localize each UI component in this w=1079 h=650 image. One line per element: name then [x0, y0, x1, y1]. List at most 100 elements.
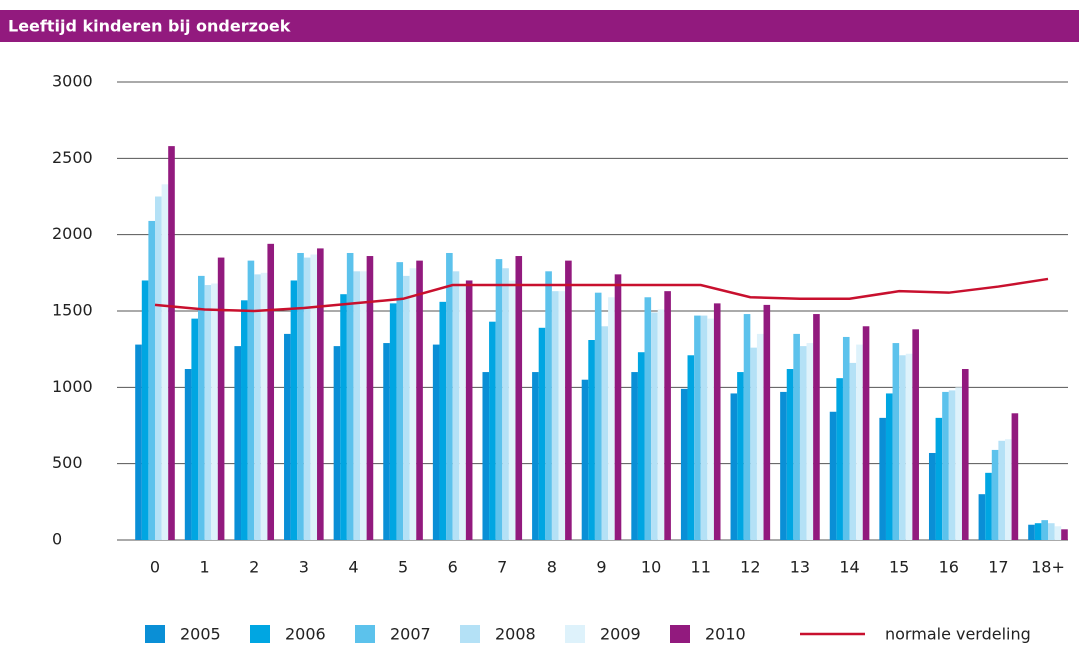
bar — [155, 196, 162, 540]
bar — [161, 184, 169, 540]
title-bar — [0, 10, 1079, 42]
y-tick-label: 3000 — [52, 72, 93, 91]
x-tick-label: 11 — [691, 558, 711, 577]
bar — [899, 355, 906, 540]
bar — [396, 262, 404, 540]
bar — [204, 285, 212, 540]
x-tick-label: 4 — [348, 558, 358, 577]
bar — [998, 440, 1005, 540]
x-tick-label: 9 — [596, 558, 606, 577]
bar — [836, 378, 843, 540]
bar — [353, 271, 361, 540]
bar — [631, 372, 638, 540]
bar — [168, 146, 175, 540]
bar — [849, 362, 857, 540]
bar — [409, 268, 417, 540]
bar — [614, 274, 622, 540]
y-tick-label: 1000 — [52, 377, 93, 396]
bar — [389, 303, 397, 540]
bar — [793, 333, 800, 540]
legend-label: 2008 — [495, 625, 536, 644]
bar — [1054, 526, 1062, 540]
bar — [317, 248, 324, 540]
x-tick-label: 14 — [839, 558, 859, 577]
y-tick-label: 2000 — [52, 224, 93, 243]
bar — [1048, 523, 1055, 540]
legend-label: 2005 — [180, 625, 221, 644]
bar — [1061, 529, 1068, 540]
bar — [452, 271, 460, 540]
bar — [191, 318, 199, 540]
bar — [707, 318, 714, 540]
bar — [558, 291, 566, 540]
bar — [955, 387, 962, 540]
bar — [829, 411, 837, 540]
y-tick-label: 0 — [52, 530, 62, 549]
bar — [260, 272, 268, 540]
bar — [565, 260, 572, 540]
bar — [813, 314, 820, 540]
legend-label: 2007 — [390, 625, 431, 644]
bar — [1034, 523, 1042, 540]
bar — [601, 326, 609, 540]
bar — [148, 220, 155, 540]
bar — [912, 329, 919, 540]
bar — [254, 274, 261, 540]
bar — [743, 314, 751, 540]
x-tick-label: 8 — [547, 558, 557, 577]
bar — [333, 346, 341, 540]
bar — [935, 417, 943, 540]
bar — [842, 336, 850, 540]
legend-swatch — [460, 625, 480, 643]
bar — [608, 297, 615, 540]
bar — [961, 369, 969, 540]
bar — [1004, 439, 1012, 540]
bar — [730, 393, 738, 540]
bar — [135, 344, 142, 540]
bar — [985, 472, 992, 540]
bar — [234, 346, 242, 540]
legend-swatch — [145, 625, 165, 643]
bar — [482, 372, 490, 540]
bar — [211, 283, 218, 540]
bar — [694, 315, 701, 540]
legend-label: 2006 — [285, 625, 326, 644]
legend-swatch — [250, 625, 270, 643]
y-tick-label: 1500 — [52, 301, 93, 320]
bar — [588, 340, 595, 540]
chart-title: Leeftijd kinderen bij onderzoek — [8, 17, 291, 36]
bar — [806, 343, 814, 540]
bar — [489, 321, 496, 540]
bar — [403, 275, 410, 540]
bar — [905, 353, 913, 540]
bar — [346, 252, 354, 540]
y-tick-label: 500 — [52, 453, 83, 472]
bar — [978, 494, 986, 540]
bar — [515, 256, 523, 540]
x-tick-label: 3 — [299, 558, 309, 577]
bar — [651, 312, 658, 540]
bar — [862, 326, 870, 540]
bar — [247, 260, 255, 540]
bar — [680, 388, 688, 540]
x-tick-label: 6 — [448, 558, 458, 577]
bar — [432, 344, 440, 540]
bar — [879, 417, 886, 540]
bar — [465, 280, 473, 540]
legend-swatch — [355, 625, 375, 643]
bar — [948, 390, 956, 540]
bar — [551, 291, 559, 540]
legend-label: 2009 — [600, 625, 641, 644]
bar — [763, 304, 771, 540]
bar — [799, 346, 807, 540]
bar — [340, 294, 347, 540]
bar — [756, 333, 764, 540]
bar — [290, 280, 298, 540]
x-tick-label: 10 — [641, 558, 661, 577]
bar — [267, 243, 275, 540]
bar — [1028, 524, 1035, 540]
bar — [664, 291, 671, 540]
x-tick-label: 17 — [988, 558, 1008, 577]
bar — [383, 343, 390, 540]
